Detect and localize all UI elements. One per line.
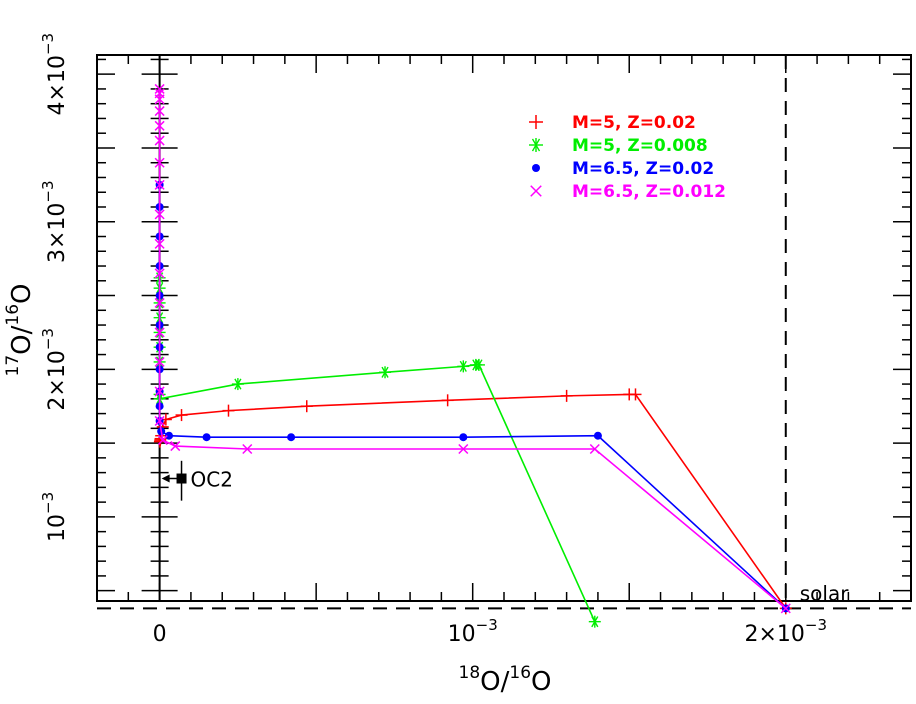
y-tick-label-group: 4×10−3 [39,33,70,116]
x-axis-label-sup2: 16 [509,663,531,683]
marker-cross [154,157,165,168]
marker-dot [202,433,211,442]
y-tick-label-group: 3×10−3 [39,180,70,263]
y-tick-label-exp: −3 [39,180,57,202]
y-tick-label-base: 10 [45,514,70,542]
obs-label: OC2 [191,468,233,492]
series-line [159,393,787,609]
x-axis-label-base: O/ [480,667,509,697]
series-1 [153,388,792,615]
y-axis-label: 17O/16O [3,284,37,377]
x-tick-label: 10−3 [448,616,498,647]
marker-cross [154,209,165,220]
marker-cross [154,106,165,117]
marker-cross [170,441,181,452]
marker-cross [154,238,165,249]
marker-cross [154,83,165,94]
marker-cross [154,179,165,190]
y-tick-label: 3×10−3 [39,180,70,263]
y-tick-label: 2×10−3 [39,328,70,411]
y-tick-label-base: 2×10 [45,350,70,410]
y-axis-label-group: 17O/16O [3,284,37,377]
marker-cross [154,297,165,308]
plot-frame [96,54,912,602]
legend-item-1: M=5, Z=0.02 [529,113,696,133]
y-tick-label-exp: −3 [39,328,57,350]
y-axis-label-base: O/ [7,325,37,354]
y-tick-label-group: 10−3 [39,492,70,542]
marker-dot [287,433,296,442]
series-4 [154,83,791,614]
x-tick-label-exp: −3 [476,616,498,634]
x-tick-label-base: 2×10 [744,622,804,647]
marker-cross [157,435,168,446]
marker-cross [154,135,165,146]
legend-item-2: M=5, Z=0.008 [529,136,708,156]
legend-item-4: M=6.5, Z=0.012 [530,182,726,202]
legend-label: M=6.5, Z=0.012 [572,182,726,202]
y-axis-label-base2: O [7,284,37,304]
x-axis-label-group: 18O/16O [459,663,552,697]
marker-cross [242,443,253,455]
marker-cross [154,356,165,367]
y-tick-label-exp: −3 [39,492,57,514]
x-tick-label-base: 0 [153,622,167,647]
marker-dot [165,431,174,440]
obs-limit-arrowhead [161,474,170,483]
series-3 [155,180,790,613]
marker-cross [589,443,600,455]
y-tick-label: 10−3 [39,492,70,542]
x-axis-label: 18O/16O [459,663,552,697]
marker-cross [154,327,165,338]
x-tick-label: 0 [153,622,167,647]
marker-cross [154,415,165,426]
legend-label: M=6.5, Z=0.02 [572,159,714,179]
legend-item-3: M=6.5, Z=0.02 [532,159,714,179]
y-tick-label-group: 2×10−3 [39,328,70,411]
marker-cross [154,120,165,131]
marker-cross [154,386,165,397]
y-axis-label-sup: 17 [3,355,23,377]
marker-cross [530,185,542,197]
marker-dot [459,433,468,442]
legend-label: M=5, Z=0.008 [572,136,708,156]
marker-dot [532,164,540,172]
legend-label: M=5, Z=0.02 [572,113,696,133]
y-tick-label-base: 4×10 [45,55,70,115]
marker-cross [780,603,791,614]
x-axis-label-base2: O [531,667,551,697]
y-axis-label-sup2: 16 [3,304,23,326]
x-tick-label-base: 10 [448,622,476,647]
series-line [158,184,787,609]
x-tick-label-exp: −3 [805,616,827,634]
y-tick-label-base: 3×10 [45,203,70,263]
marker-dot [593,431,602,440]
marker-cross [458,443,469,455]
series-line [158,88,787,609]
x-tick-label: 2×10−3 [744,616,827,647]
marker-cross [154,88,165,99]
x-axis-label-sup: 18 [459,663,481,683]
marker-cross [154,268,165,279]
solar-label: solar [800,581,849,605]
y-tick-label: 4×10−3 [39,33,70,116]
y-tick-label-exp: −3 [39,33,57,55]
